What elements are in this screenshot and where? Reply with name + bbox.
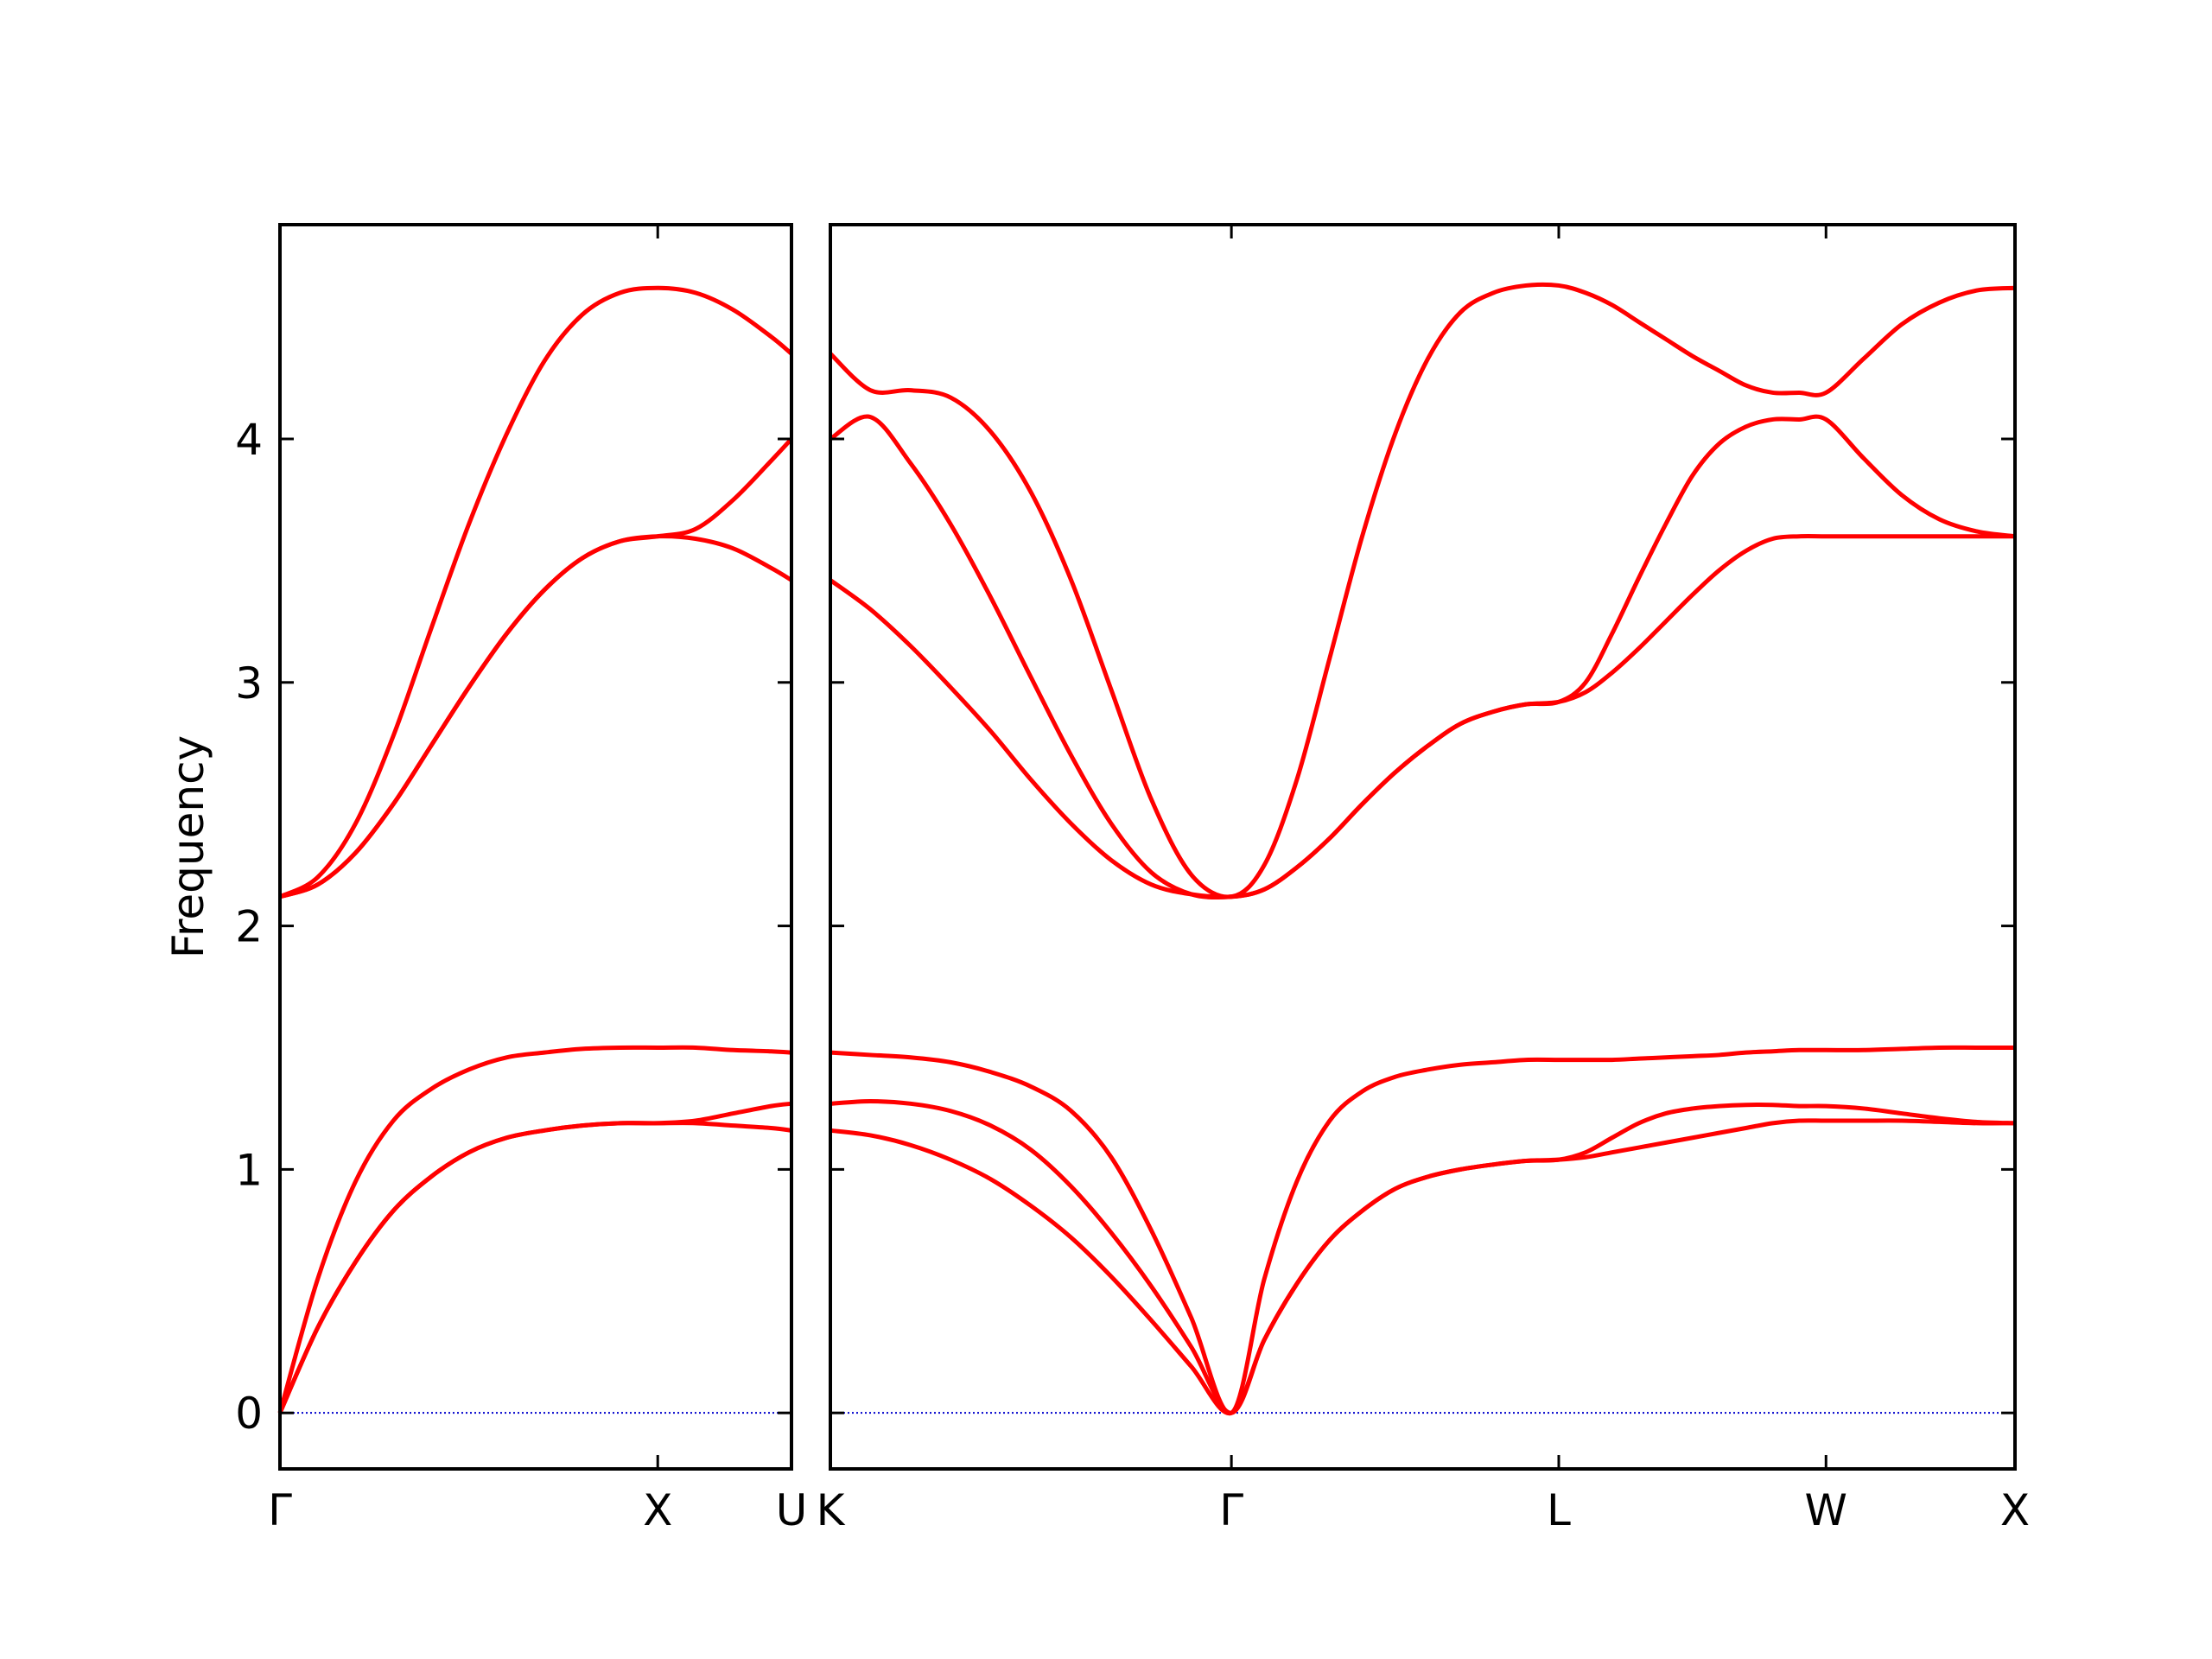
band-line — [829, 282, 2016, 899]
plot-frame — [829, 223, 2017, 1471]
band-line — [829, 414, 2016, 900]
x-tick-label: K — [817, 1485, 846, 1535]
band-line — [277, 1045, 792, 1414]
x-tick-label: Γ — [268, 1485, 292, 1535]
y-tick-label: 1 — [235, 1145, 263, 1195]
y-tick-label: 3 — [235, 658, 263, 709]
x-tick-label: Γ — [1219, 1485, 1243, 1535]
x-tick-label: U — [776, 1485, 808, 1535]
band-line — [830, 1098, 2016, 1415]
x-tick-label: L — [1547, 1485, 1571, 1535]
y-tick-label: 4 — [235, 415, 263, 465]
y-axis-label: Frequency — [163, 735, 213, 958]
plot-frame — [278, 223, 793, 1471]
x-tick-label: X — [643, 1485, 672, 1535]
band-line — [279, 437, 793, 899]
x-tick-label: X — [2000, 1485, 2030, 1535]
y-tick-label: 2 — [235, 902, 263, 952]
band-line — [830, 1045, 2015, 1415]
band-line — [278, 285, 793, 899]
x-tick-label: W — [1805, 1485, 1847, 1535]
y-tick-label: 0 — [235, 1389, 263, 1439]
band-line — [277, 1101, 792, 1414]
